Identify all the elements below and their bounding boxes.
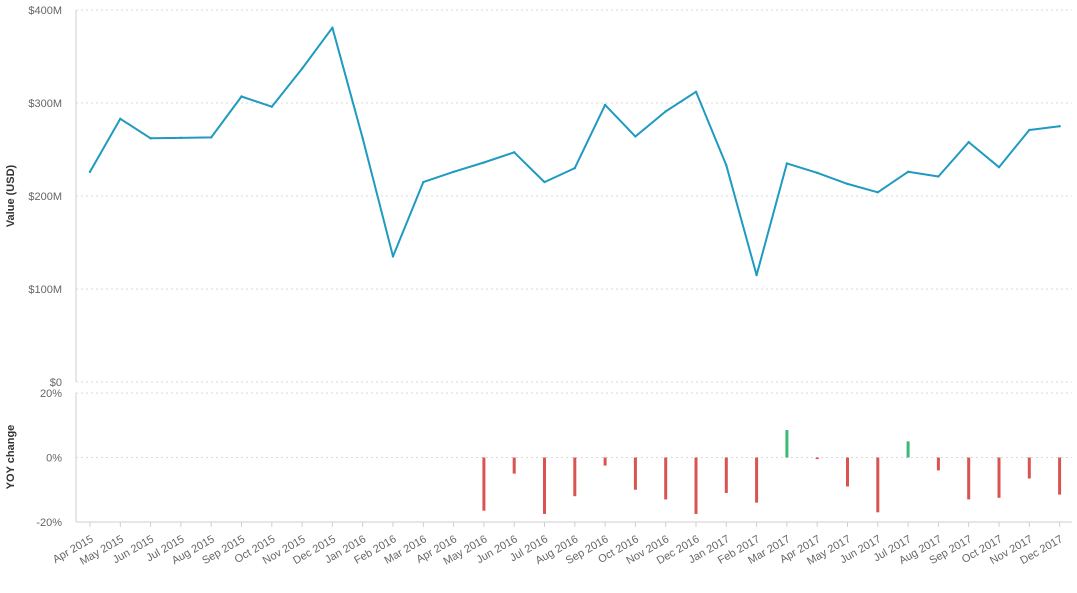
value-y-tick-label: $0 <box>50 377 62 389</box>
value-y-tick-label: $100M <box>28 284 62 296</box>
yoy-bar <box>967 457 971 500</box>
value-data-point <box>694 90 698 94</box>
value-y-tick-label: $200M <box>28 191 62 203</box>
value-data-point <box>452 170 455 174</box>
value-data-point <box>482 161 486 164</box>
value-data-point <box>88 170 92 174</box>
yoy-bar <box>543 457 546 514</box>
yoy-panel: -20% 0% 20% <box>36 388 1072 529</box>
value-data-point <box>149 137 152 140</box>
value-data-point <box>876 191 879 194</box>
value-data-point <box>967 140 970 144</box>
value-data-point <box>240 95 243 98</box>
value-data-point <box>543 180 546 184</box>
yoy-bar <box>785 430 789 458</box>
yoy-y-tick-label: -20% <box>36 517 62 529</box>
value-series-line <box>89 26 1061 277</box>
yoy-axis-title: YOY change <box>5 425 17 490</box>
value-axis-title: Value (USD) <box>5 164 17 227</box>
value-y-tick-label: $400M <box>28 5 62 17</box>
value-data-point <box>1028 128 1031 132</box>
value-y-tick-label: $300M <box>28 98 62 110</box>
yoy-bar <box>1027 457 1031 479</box>
yoy-y-tick-label: 0% <box>46 453 62 465</box>
value-data-point <box>573 166 576 170</box>
value-data-point <box>300 67 304 70</box>
value-data-point <box>664 110 667 113</box>
value-data-point <box>634 135 637 138</box>
yoy-bar <box>876 457 880 513</box>
yoy-y-tick-label: 20% <box>40 388 62 400</box>
value-data-point <box>785 162 789 165</box>
yoy-bar <box>573 457 577 497</box>
value-data-point <box>422 180 425 184</box>
value-data-point <box>997 165 1001 169</box>
value-panel: $0 $100M $200M $300M $400M <box>28 5 1072 389</box>
value-data-point <box>119 117 122 121</box>
value-data-point <box>331 26 334 29</box>
yoy-bar <box>815 457 819 460</box>
yoy-bar <box>906 441 910 458</box>
yoy-bar <box>664 457 668 500</box>
value-data-point <box>391 255 395 258</box>
yoy-bar <box>724 457 728 493</box>
yoy-bar <box>846 457 849 487</box>
value-data-point <box>937 175 940 178</box>
value-data-point <box>210 136 213 139</box>
yoy-bar <box>633 457 637 490</box>
value-data-point <box>603 103 607 107</box>
value-data-point <box>1058 125 1061 128</box>
yoy-bar <box>755 457 759 503</box>
value-data-point <box>179 136 183 140</box>
yoy-bar <box>1058 457 1062 495</box>
yoy-bar <box>512 457 516 474</box>
value-data-point <box>906 170 910 174</box>
yoy-bar <box>482 457 486 511</box>
yoy-bar <box>936 457 940 471</box>
yoy-bar <box>997 457 1001 498</box>
value-data-point <box>513 151 516 154</box>
value-data-point <box>755 273 758 277</box>
value-data-point <box>361 137 364 140</box>
value-data-point <box>725 164 728 167</box>
value-data-point <box>846 182 849 186</box>
yoy-bar <box>694 457 698 514</box>
value-data-point <box>270 105 273 108</box>
yoy-bar <box>603 457 607 466</box>
value-data-point <box>816 171 819 174</box>
